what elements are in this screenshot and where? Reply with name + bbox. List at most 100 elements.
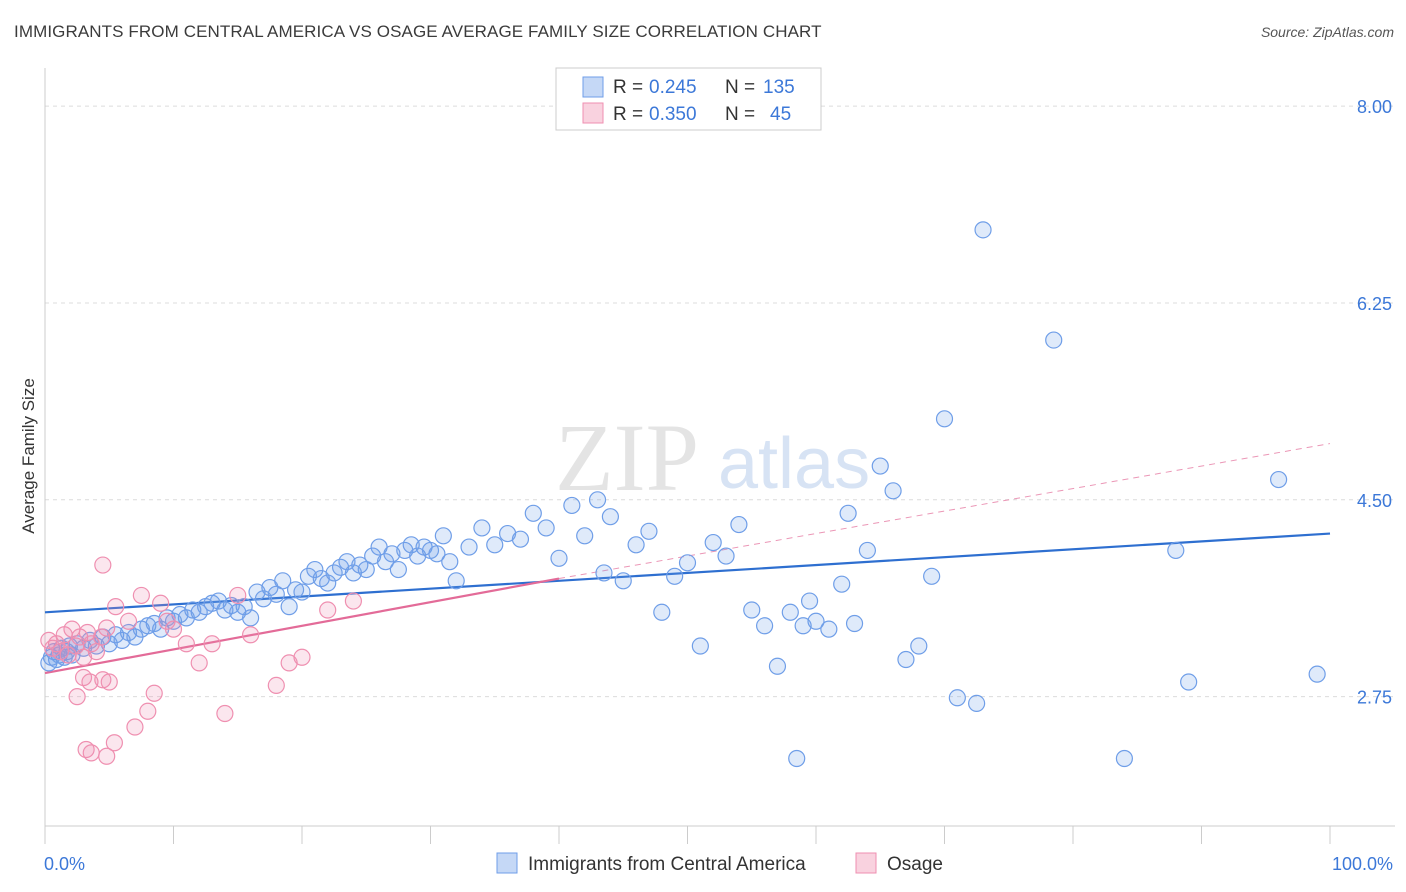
- data-point: [1045, 331, 1063, 349]
- data-point: [441, 553, 459, 571]
- data-point: [139, 702, 157, 720]
- series-1-points: [40, 221, 1326, 768]
- data-point: [486, 536, 504, 554]
- data-point: [229, 586, 247, 605]
- data-point: [788, 749, 806, 768]
- stats-legend-blue-swatch: [582, 76, 604, 98]
- series-legend-label-1: Immigrants from Central America: [528, 854, 806, 875]
- data-point: [614, 572, 632, 590]
- data-point: [1180, 673, 1198, 691]
- data-point: [389, 560, 407, 579]
- y-axis-label: Average Family Size: [19, 378, 38, 534]
- data-point: [968, 694, 986, 712]
- stats-legend-r-value-1: 0.245: [649, 77, 697, 98]
- stats-legend: R = 0.245 N = 135 R = 0.350 N = 45: [555, 67, 822, 131]
- stats-legend-n-label-1: N =: [725, 77, 755, 98]
- series-legend-pink-swatch: [855, 852, 877, 874]
- data-point: [743, 601, 761, 619]
- data-point: [717, 547, 735, 565]
- data-point: [87, 643, 106, 661]
- data-point: [800, 592, 819, 610]
- data-point: [344, 592, 362, 610]
- data-point: [858, 541, 877, 560]
- data-point: [119, 612, 138, 630]
- data-point: [164, 620, 183, 638]
- data-point: [428, 545, 446, 563]
- data-point: [923, 567, 941, 585]
- data-point: [100, 673, 118, 691]
- data-point: [242, 626, 260, 644]
- y-tick-label: 6.25: [1357, 294, 1392, 314]
- data-point: [94, 556, 112, 574]
- stats-legend-r-value-2: 0.350: [649, 104, 697, 125]
- data-point: [274, 572, 292, 590]
- data-point: [1269, 470, 1288, 489]
- data-point: [203, 635, 221, 653]
- data-point: [666, 567, 684, 585]
- data-point: [884, 482, 902, 500]
- stats-legend-frame: [555, 67, 822, 131]
- data-point: [460, 538, 478, 556]
- data-point: [98, 747, 116, 765]
- data-point: [107, 598, 125, 616]
- stats-legend-pink-swatch: [582, 102, 604, 124]
- watermark: ZIP atlas: [555, 404, 870, 511]
- data-point: [601, 508, 620, 526]
- data-point: [550, 549, 568, 567]
- data-point: [145, 684, 163, 702]
- data-point: [92, 628, 111, 646]
- data-points: [40, 221, 1326, 768]
- data-point: [820, 620, 838, 638]
- data-point: [434, 527, 452, 545]
- data-point: [383, 545, 401, 563]
- data-point: [807, 612, 825, 630]
- watermark-atlas: atlas: [718, 424, 870, 504]
- data-point: [678, 554, 697, 572]
- x-tick-labels: 0.0% 100.0%: [44, 854, 1393, 874]
- trend-line-series-2: [44, 577, 560, 675]
- data-point: [974, 221, 992, 239]
- data-point: [1308, 665, 1326, 683]
- data-point: [209, 592, 228, 610]
- data-point: [537, 519, 555, 537]
- data-point: [293, 583, 311, 601]
- data-point: [126, 718, 144, 736]
- data-point: [576, 527, 594, 545]
- stats-legend-n-label-2: N =: [725, 104, 755, 125]
- data-point: [704, 533, 722, 552]
- y-tick-label: 8.00: [1357, 97, 1392, 117]
- x-tick-label: 100.0%: [1332, 854, 1393, 874]
- stats-legend-n-value-1: 135: [763, 77, 795, 98]
- data-point: [216, 704, 234, 723]
- data-point: [910, 637, 928, 655]
- chart-title: IMMIGRANTS FROM CENTRAL AMERICA VS OSAGE…: [14, 22, 822, 41]
- data-point: [627, 536, 645, 554]
- data-point: [691, 637, 709, 655]
- data-point: [833, 575, 851, 593]
- y-tick-label: 2.75: [1357, 688, 1392, 708]
- data-point: [306, 560, 324, 579]
- data-point: [248, 583, 266, 601]
- series-legend-blue-swatch: [496, 852, 518, 874]
- data-point: [563, 496, 581, 515]
- stats-legend-r-label-2: R =: [613, 104, 643, 125]
- data-point: [242, 609, 260, 627]
- data-point: [82, 744, 100, 762]
- data-point: [152, 594, 170, 612]
- data-point: [68, 688, 86, 706]
- data-point: [845, 614, 864, 633]
- data-point: [299, 567, 318, 585]
- data-point: [184, 601, 202, 619]
- data-point: [267, 676, 285, 694]
- series-legend: Immigrants from Central America Osage: [496, 852, 943, 875]
- data-point: [1115, 749, 1134, 768]
- stats-legend-n-value-2: 45: [770, 104, 791, 125]
- data-point: [640, 522, 658, 540]
- data-point: [1167, 541, 1185, 560]
- stats-legend-r-label-1: R =: [613, 77, 643, 98]
- data-point: [319, 601, 337, 619]
- data-point: [94, 671, 112, 689]
- series-legend-label-2: Osage: [887, 854, 943, 875]
- data-point: [511, 530, 530, 548]
